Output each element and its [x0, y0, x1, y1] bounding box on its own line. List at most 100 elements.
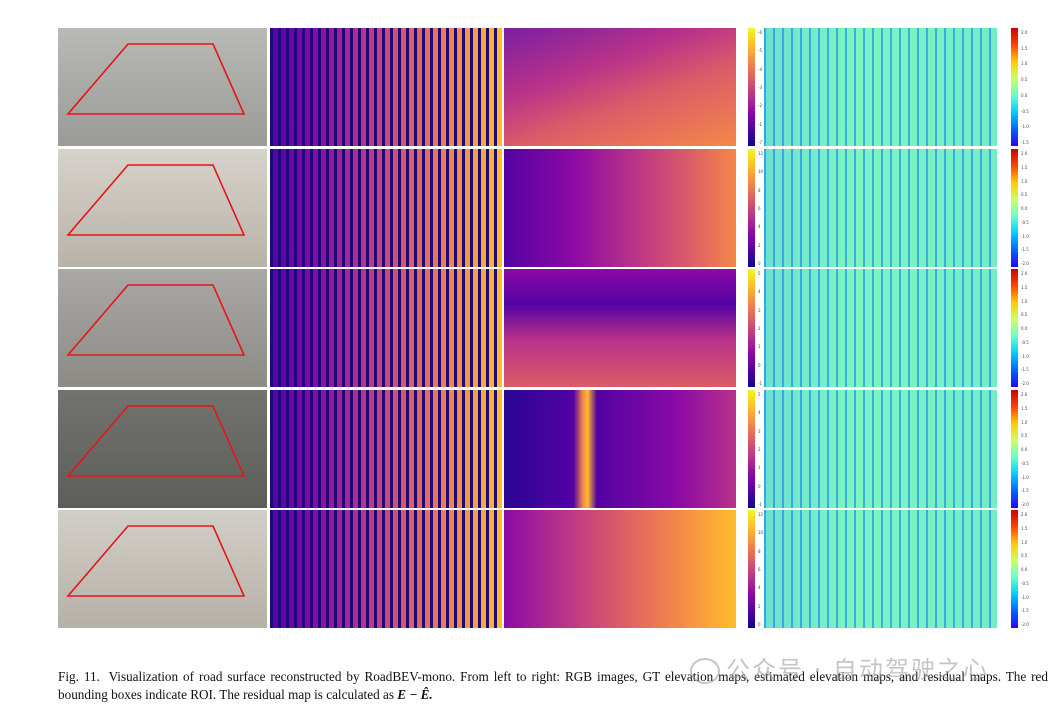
- roi-trapezoid: [66, 405, 246, 477]
- gt-tick-label: -1: [758, 502, 762, 507]
- gt-elevation-map: [270, 269, 502, 387]
- gt-tick-label: 0: [758, 622, 761, 627]
- gt-tick-label: 10: [758, 169, 764, 175]
- gt-tick-label: 1: [758, 344, 761, 350]
- residual-tick-label: -1.5: [1021, 608, 1029, 614]
- residual-tick-label: 0.5: [1021, 192, 1028, 198]
- residual-tick-label: 0.5: [1021, 77, 1028, 83]
- wechat-icon: [690, 658, 720, 684]
- residual-tick-label: -1.0: [1021, 124, 1029, 130]
- estimated-elevation-map: [504, 510, 736, 628]
- gt-tick-label: 4: [758, 289, 761, 295]
- residual-colorbar: [1011, 269, 1018, 387]
- residual-colorbar: [1011, 390, 1018, 508]
- residual-tick-label: -1.5: [1021, 367, 1029, 373]
- residual-tick-label: -1.0: [1021, 474, 1029, 480]
- residual-map: [764, 269, 997, 387]
- roi-trapezoid: [66, 43, 246, 115]
- gt-tick-label: 4: [758, 410, 761, 416]
- residual-map: [764, 390, 997, 508]
- residual-tick-label: 1.5: [1021, 164, 1028, 170]
- gt-tick-label: 2: [758, 242, 761, 248]
- gt-tick-label: -7: [758, 140, 762, 145]
- gt-tick-label: -2: [758, 103, 762, 109]
- gt-colorbar: [748, 510, 755, 628]
- residual-tick-label: -2.0: [1021, 502, 1029, 507]
- gt-colorbar: [748, 390, 755, 508]
- gt-tick-label: -6: [758, 30, 762, 35]
- roi-trapezoid: [66, 525, 246, 597]
- residual-tick-label: 0.0: [1021, 206, 1028, 211]
- residual-tick-label: -1.0: [1021, 353, 1029, 359]
- gt-tick-label: -1: [758, 121, 762, 127]
- watermark-text: 公众号 · 自动驾驶之心: [726, 656, 989, 684]
- gt-colorbar: [748, 28, 755, 146]
- roi-box: [66, 525, 246, 597]
- residual-tick-label: -1.5: [1021, 140, 1029, 145]
- residual-tick-label: -2.0: [1021, 622, 1029, 627]
- estimated-elevation-map: [504, 390, 736, 508]
- residual-tick-label: 2.0: [1021, 512, 1028, 517]
- residual-tick-label: 2.0: [1021, 271, 1028, 276]
- residual-tick-label: 2.0: [1021, 151, 1028, 156]
- gt-tick-label: 5: [758, 271, 761, 276]
- rgb-image: [58, 269, 267, 387]
- caption-formula: E − Ê.: [397, 687, 433, 702]
- roi-trapezoid: [66, 284, 246, 356]
- gt-tick-label: 0: [758, 261, 761, 266]
- gt-tick-label: -1: [758, 381, 762, 386]
- gt-tick-label: 3: [758, 307, 761, 313]
- gt-colorbar: [748, 149, 755, 267]
- residual-tick-label: 0.0: [1021, 326, 1028, 331]
- residual-map: [764, 28, 997, 146]
- rgb-image: [58, 390, 267, 508]
- gt-tick-label: 0: [758, 483, 761, 489]
- residual-colorbar: [1011, 28, 1018, 146]
- roi-trapezoid: [66, 164, 246, 236]
- gt-tick-label: -5: [758, 48, 762, 54]
- gt-tick-label: 1: [758, 465, 761, 471]
- estimated-elevation-map: [504, 149, 736, 267]
- residual-tick-label: -2.0: [1021, 381, 1029, 386]
- residual-tick-label: 0.5: [1021, 433, 1028, 439]
- residual-tick-label: 2.0: [1021, 392, 1028, 397]
- residual-tick-label: -0.5: [1021, 580, 1029, 586]
- residual-tick-label: 0.0: [1021, 567, 1028, 572]
- residual-tick-label: 1.0: [1021, 178, 1028, 184]
- gt-tick-label: 2: [758, 326, 761, 331]
- gt-tick-label: 5: [758, 392, 761, 397]
- gt-tick-label: 6: [758, 567, 761, 572]
- residual-tick-label: 2.0: [1021, 30, 1028, 35]
- rgb-image: [58, 28, 267, 146]
- estimated-elevation-map: [504, 269, 736, 387]
- gt-tick-label: 8: [758, 548, 761, 554]
- gt-tick-label: -3: [758, 85, 762, 90]
- residual-tick-label: 0.0: [1021, 447, 1028, 452]
- gt-tick-label: -4: [758, 66, 762, 72]
- residual-tick-label: -0.5: [1021, 108, 1029, 114]
- caption-text: Visualization of road surface reconstruc…: [58, 669, 1048, 702]
- residual-colorbar: [1011, 510, 1018, 628]
- residual-tick-label: -0.5: [1021, 460, 1029, 466]
- caption-label: Fig. 11.: [58, 669, 100, 684]
- gt-tick-label: 12: [758, 512, 764, 517]
- residual-tick-label: 1.0: [1021, 539, 1028, 545]
- residual-tick-label: 1.5: [1021, 284, 1028, 290]
- residual-tick-label: 1.0: [1021, 298, 1028, 304]
- residual-tick-label: -2.0: [1021, 261, 1029, 266]
- residual-tick-label: 1.5: [1021, 45, 1028, 51]
- residual-tick-label: 0.0: [1021, 92, 1028, 98]
- gt-elevation-map: [270, 149, 502, 267]
- gt-tick-label: 6: [758, 206, 761, 211]
- roi-box: [66, 43, 246, 115]
- residual-tick-label: -0.5: [1021, 339, 1029, 345]
- residual-tick-label: 1.0: [1021, 419, 1028, 425]
- gt-tick-label: 3: [758, 428, 761, 434]
- rgb-image: [58, 149, 267, 267]
- residual-map: [764, 149, 997, 267]
- residual-tick-label: 0.5: [1021, 312, 1028, 318]
- residual-tick-label: -1.5: [1021, 488, 1029, 494]
- residual-tick-label: 0.5: [1021, 553, 1028, 559]
- residual-colorbar: [1011, 149, 1018, 267]
- gt-tick-label: 0: [758, 362, 761, 368]
